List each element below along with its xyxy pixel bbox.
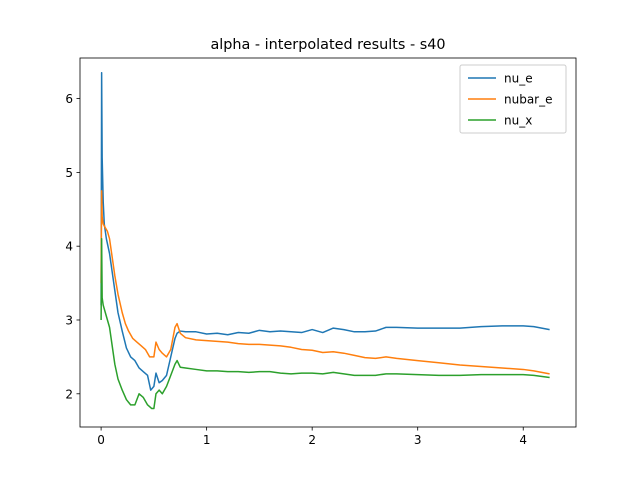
y-tick-label: 5 xyxy=(65,166,73,180)
legend: nu_e nubar_e nu_x xyxy=(459,64,567,134)
series-line-nu_e xyxy=(100,72,550,391)
y-tick-label: 3 xyxy=(65,313,73,327)
legend-label-nubar_e: nubar_e xyxy=(504,93,553,107)
plot-area: 0 1 2 3 4 2 3 4 5 6 xyxy=(65,57,577,447)
legend-label-nu_x: nu_x xyxy=(504,114,532,128)
series-line-nubar_e xyxy=(100,190,550,375)
legend-box xyxy=(459,64,567,134)
y-tick-label: 2 xyxy=(65,387,73,401)
series-line-nu_x xyxy=(100,238,550,410)
axes-frame xyxy=(79,57,577,428)
x-tick-label: 0 xyxy=(97,433,105,447)
x-tick-label: 1 xyxy=(203,433,211,447)
legend-label-nu_e: nu_e xyxy=(504,72,533,86)
chart-title: alpha - interpolated results - s40 xyxy=(210,37,445,53)
x-tick-label: 2 xyxy=(308,433,316,447)
y-tick-label: 4 xyxy=(65,240,73,254)
x-tick-label: 4 xyxy=(519,433,527,447)
y-tick-label: 6 xyxy=(65,92,73,106)
x-tick-label: 3 xyxy=(414,433,422,447)
